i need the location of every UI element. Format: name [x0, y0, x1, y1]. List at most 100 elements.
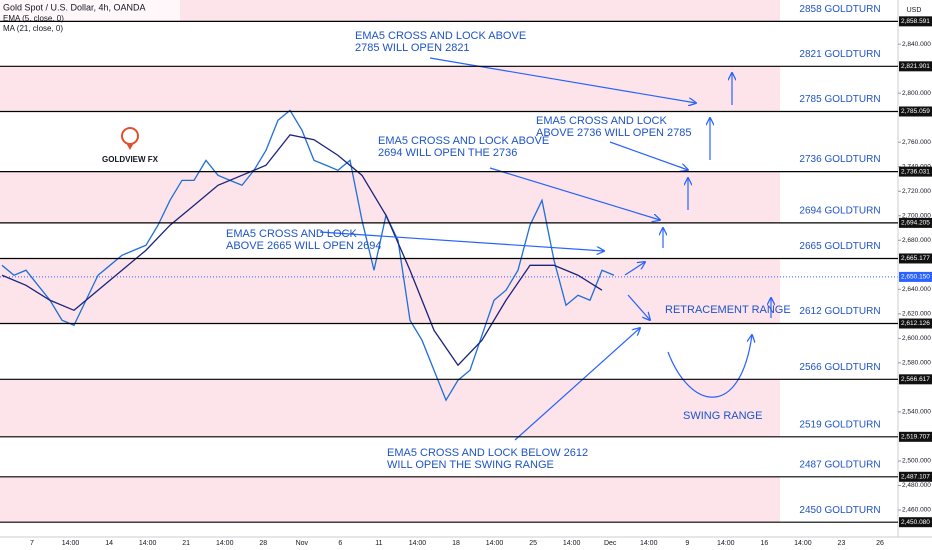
y-tick-label: 2,760.000: [902, 139, 931, 146]
level-name: 2665 GOLDTURN: [799, 241, 880, 252]
level-name: 2821 GOLDTURN: [799, 49, 880, 60]
annotation: EMA5 CROSS AND LOCK ABOVE: [355, 30, 526, 42]
y-tick-label: 2,640.000: [902, 286, 931, 293]
level-label: 2,821.901: [901, 63, 930, 70]
series-line: [1, 134, 603, 367]
logo: GOLDVIEW FX: [102, 127, 159, 164]
level-label: 2,450.080: [901, 519, 930, 526]
x-tick-label: 14:00: [216, 540, 234, 547]
series-line: [1, 109, 615, 402]
annotation: 2694 WILL OPEN THE 2736: [378, 147, 517, 159]
zone: [0, 0, 780, 22]
currency: USD: [907, 7, 922, 14]
arrows: [319, 57, 771, 441]
x-tick-label: 28: [259, 540, 267, 547]
level-label: 2,487.107: [901, 474, 930, 481]
chart-title: Gold Spot / U.S. Dollar, 4h, OANDA: [3, 2, 146, 12]
zone: [0, 258, 780, 324]
zone: [0, 379, 780, 437]
level-label: 2,858.591: [901, 18, 930, 25]
level-box: [899, 61, 932, 72]
x-tick-label: Dec: [604, 540, 617, 547]
x-tick-label: 14:00: [486, 540, 504, 547]
y-tick-label: 2,500.000: [902, 458, 931, 465]
arrow: [489, 167, 660, 220]
current-price-box: [899, 271, 932, 282]
level-label: 2,519.707: [901, 434, 930, 441]
y-tick-label: 2,680.000: [902, 237, 931, 244]
x-tick-label: 16: [760, 540, 768, 547]
level-name: 2612 GOLDTURN: [799, 306, 880, 317]
x-tick-label: 18: [452, 540, 460, 547]
x-tick-label: 26: [876, 540, 884, 547]
y-tick-label: 2,720.000: [902, 188, 931, 195]
y-tick-label: 2,840.000: [902, 41, 931, 48]
level-name: 2487 GOLDTURN: [799, 459, 880, 470]
level-name: 2566 GOLDTURN: [799, 362, 880, 373]
annotation: ABOVE 2736 WILL OPEN 2785: [536, 127, 692, 139]
zone: [0, 66, 780, 112]
level-label: 2,694.205: [901, 220, 930, 227]
indicator: EMA (5, close, 0): [3, 14, 64, 23]
legend-bg: [0, 0, 180, 36]
x-tick-label: 9: [685, 540, 689, 547]
indicator: MA (21, close, 0): [3, 24, 63, 33]
level-box: [899, 318, 932, 329]
level-box: [899, 517, 932, 528]
y-tick-label: 2,600.000: [902, 335, 931, 342]
y-tick-label: 2,540.000: [902, 409, 931, 416]
annotation: EMA5 CROSS AND LOCK ABOVE: [378, 135, 549, 147]
x-tick-label: 21: [182, 540, 190, 547]
x-tick-label: 6: [338, 540, 342, 547]
logo-text: GOLDVIEW FX: [102, 155, 159, 164]
x-tick-label: 14:00: [62, 540, 80, 547]
y-tick-label: 2,620.000: [902, 311, 931, 318]
level-box: [899, 471, 932, 482]
x-tick-label: 14:00: [139, 540, 157, 547]
annotation: SWING RANGE: [683, 410, 762, 422]
annotation: WILL OPEN THE SWING RANGE: [387, 459, 554, 471]
level-box: [899, 106, 932, 117]
y-tick-label: 2,580.000: [902, 360, 931, 367]
level-box: [899, 431, 932, 442]
x-tick-label: 14: [105, 540, 113, 547]
x-tick-label: 14:00: [563, 540, 581, 547]
arrow: [627, 294, 650, 320]
x-tick-label: 11: [375, 540, 382, 547]
level-name: 2450 GOLDTURN: [799, 505, 880, 516]
plot: [0, 109, 898, 402]
level-name: 2694 GOLDTURN: [799, 206, 880, 217]
arrow: [429, 57, 696, 103]
level-box: [899, 217, 932, 228]
y-tick-label: 2,460.000: [902, 507, 931, 514]
annotation: EMA5 CROSS AND LOCK BELOW 2612: [387, 447, 588, 459]
level-label: 2,566.617: [901, 376, 930, 383]
zone: [0, 476, 780, 523]
annotation: EMA5 CROSS AND LOCK: [536, 115, 667, 127]
arrow: [319, 231, 604, 251]
x-tick-label: 7: [30, 540, 34, 547]
x-tick-label: 14:00: [640, 540, 658, 547]
arrow: [667, 335, 752, 398]
y-tick-label: 2,700.000: [902, 212, 931, 219]
zone: [0, 171, 780, 223]
level-box: [899, 166, 932, 177]
level-name: 2785 GOLDTURN: [799, 94, 880, 105]
level-box: [899, 374, 932, 385]
x-tick-label: 23: [838, 540, 846, 547]
arrow: [624, 262, 645, 276]
arrow: [514, 328, 640, 441]
annotation: EMA5 CROSS AND LOCK: [226, 228, 357, 240]
x-tick-label: Nov: [296, 540, 309, 547]
current-price-label: 2,650.150: [901, 274, 930, 281]
level-label: 2,612.126: [901, 320, 930, 327]
level-box: [899, 253, 932, 264]
level-box: [899, 16, 932, 27]
arrow: [609, 141, 688, 170]
x-tick-label: 14:00: [409, 540, 427, 547]
level-label: 2,665.177: [901, 255, 930, 262]
annotation: ABOVE 2665 WILL OPEN 2694: [226, 240, 382, 252]
level-label: 2,785.059: [901, 108, 930, 115]
level-name: 2519 GOLDTURN: [799, 419, 880, 430]
